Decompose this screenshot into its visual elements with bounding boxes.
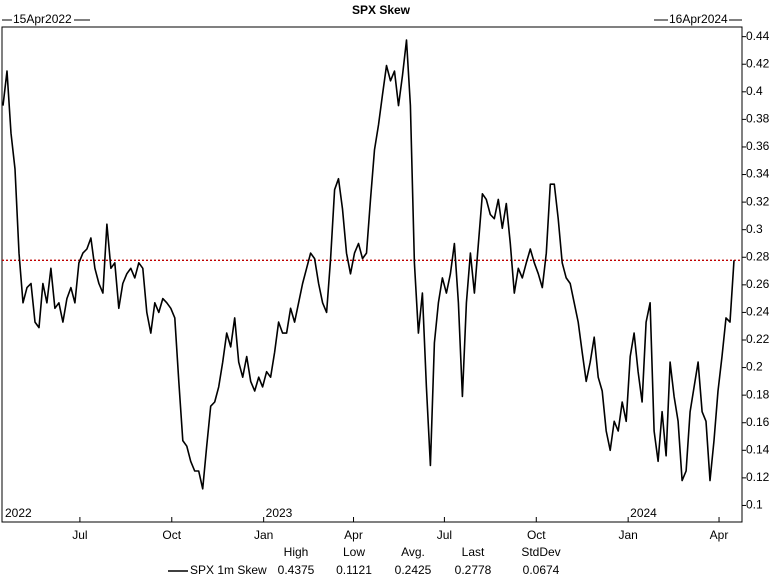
y-tick-label: 0.2 [746,360,763,374]
y-tick-label: 0.3 [746,222,763,236]
stat-value: 0.1121 [336,563,372,577]
x-tick-label: Jan [618,528,637,542]
x-tick-label: Oct [162,528,181,542]
stat-value: 0.4375 [278,563,315,577]
y-tick-label: 0.44 [746,29,770,43]
x-tick-label: Jan [254,528,273,542]
end-label: 16Apr2024 [669,12,728,26]
x-tick-label: Apr [344,528,363,542]
year-label: 2024 [630,506,657,520]
series-line [2,39,735,490]
y-tick-label: 0.14 [746,442,770,456]
stat-header: High [284,545,309,559]
stat-header: StdDev [521,545,560,559]
y-tick-label: 0.28 [746,249,770,263]
year-label: 2022 [5,506,32,520]
x-tick-label: Jul [72,528,87,542]
x-tick-label: Jul [437,528,452,542]
y-tick-label: 0.36 [746,139,770,153]
y-tick-label: 0.34 [746,167,770,181]
chart-title: SPX Skew [352,3,411,17]
y-tick-label: 0.22 [746,332,770,346]
x-tick-label: Apr [710,528,729,542]
stat-header: Avg. [401,545,425,559]
y-tick-label: 0.4 [746,84,763,98]
stat-value: 0.2425 [395,563,432,577]
start-label: 15Apr2022 [13,12,72,26]
y-tick-label: 0.24 [746,305,770,319]
stat-value: 0.0674 [523,563,560,577]
stat-header: Last [462,545,485,559]
legend-label: SPX 1m Skew [190,563,267,577]
y-tick-label: 0.1 [746,498,763,512]
y-tick-label: 0.32 [746,194,770,208]
stat-header: Low [343,545,365,559]
y-tick-label: 0.16 [746,415,770,429]
year-label: 2023 [266,506,293,520]
x-tick-label: Oct [527,528,546,542]
y-tick-label: 0.42 [746,56,770,70]
y-tick-label: 0.18 [746,387,770,401]
y-tick-label: 0.12 [746,470,770,484]
plot-frame [1,26,743,523]
y-tick-label: 0.38 [746,112,770,126]
stat-value: 0.2778 [455,563,492,577]
y-tick-label: 0.26 [746,277,770,291]
